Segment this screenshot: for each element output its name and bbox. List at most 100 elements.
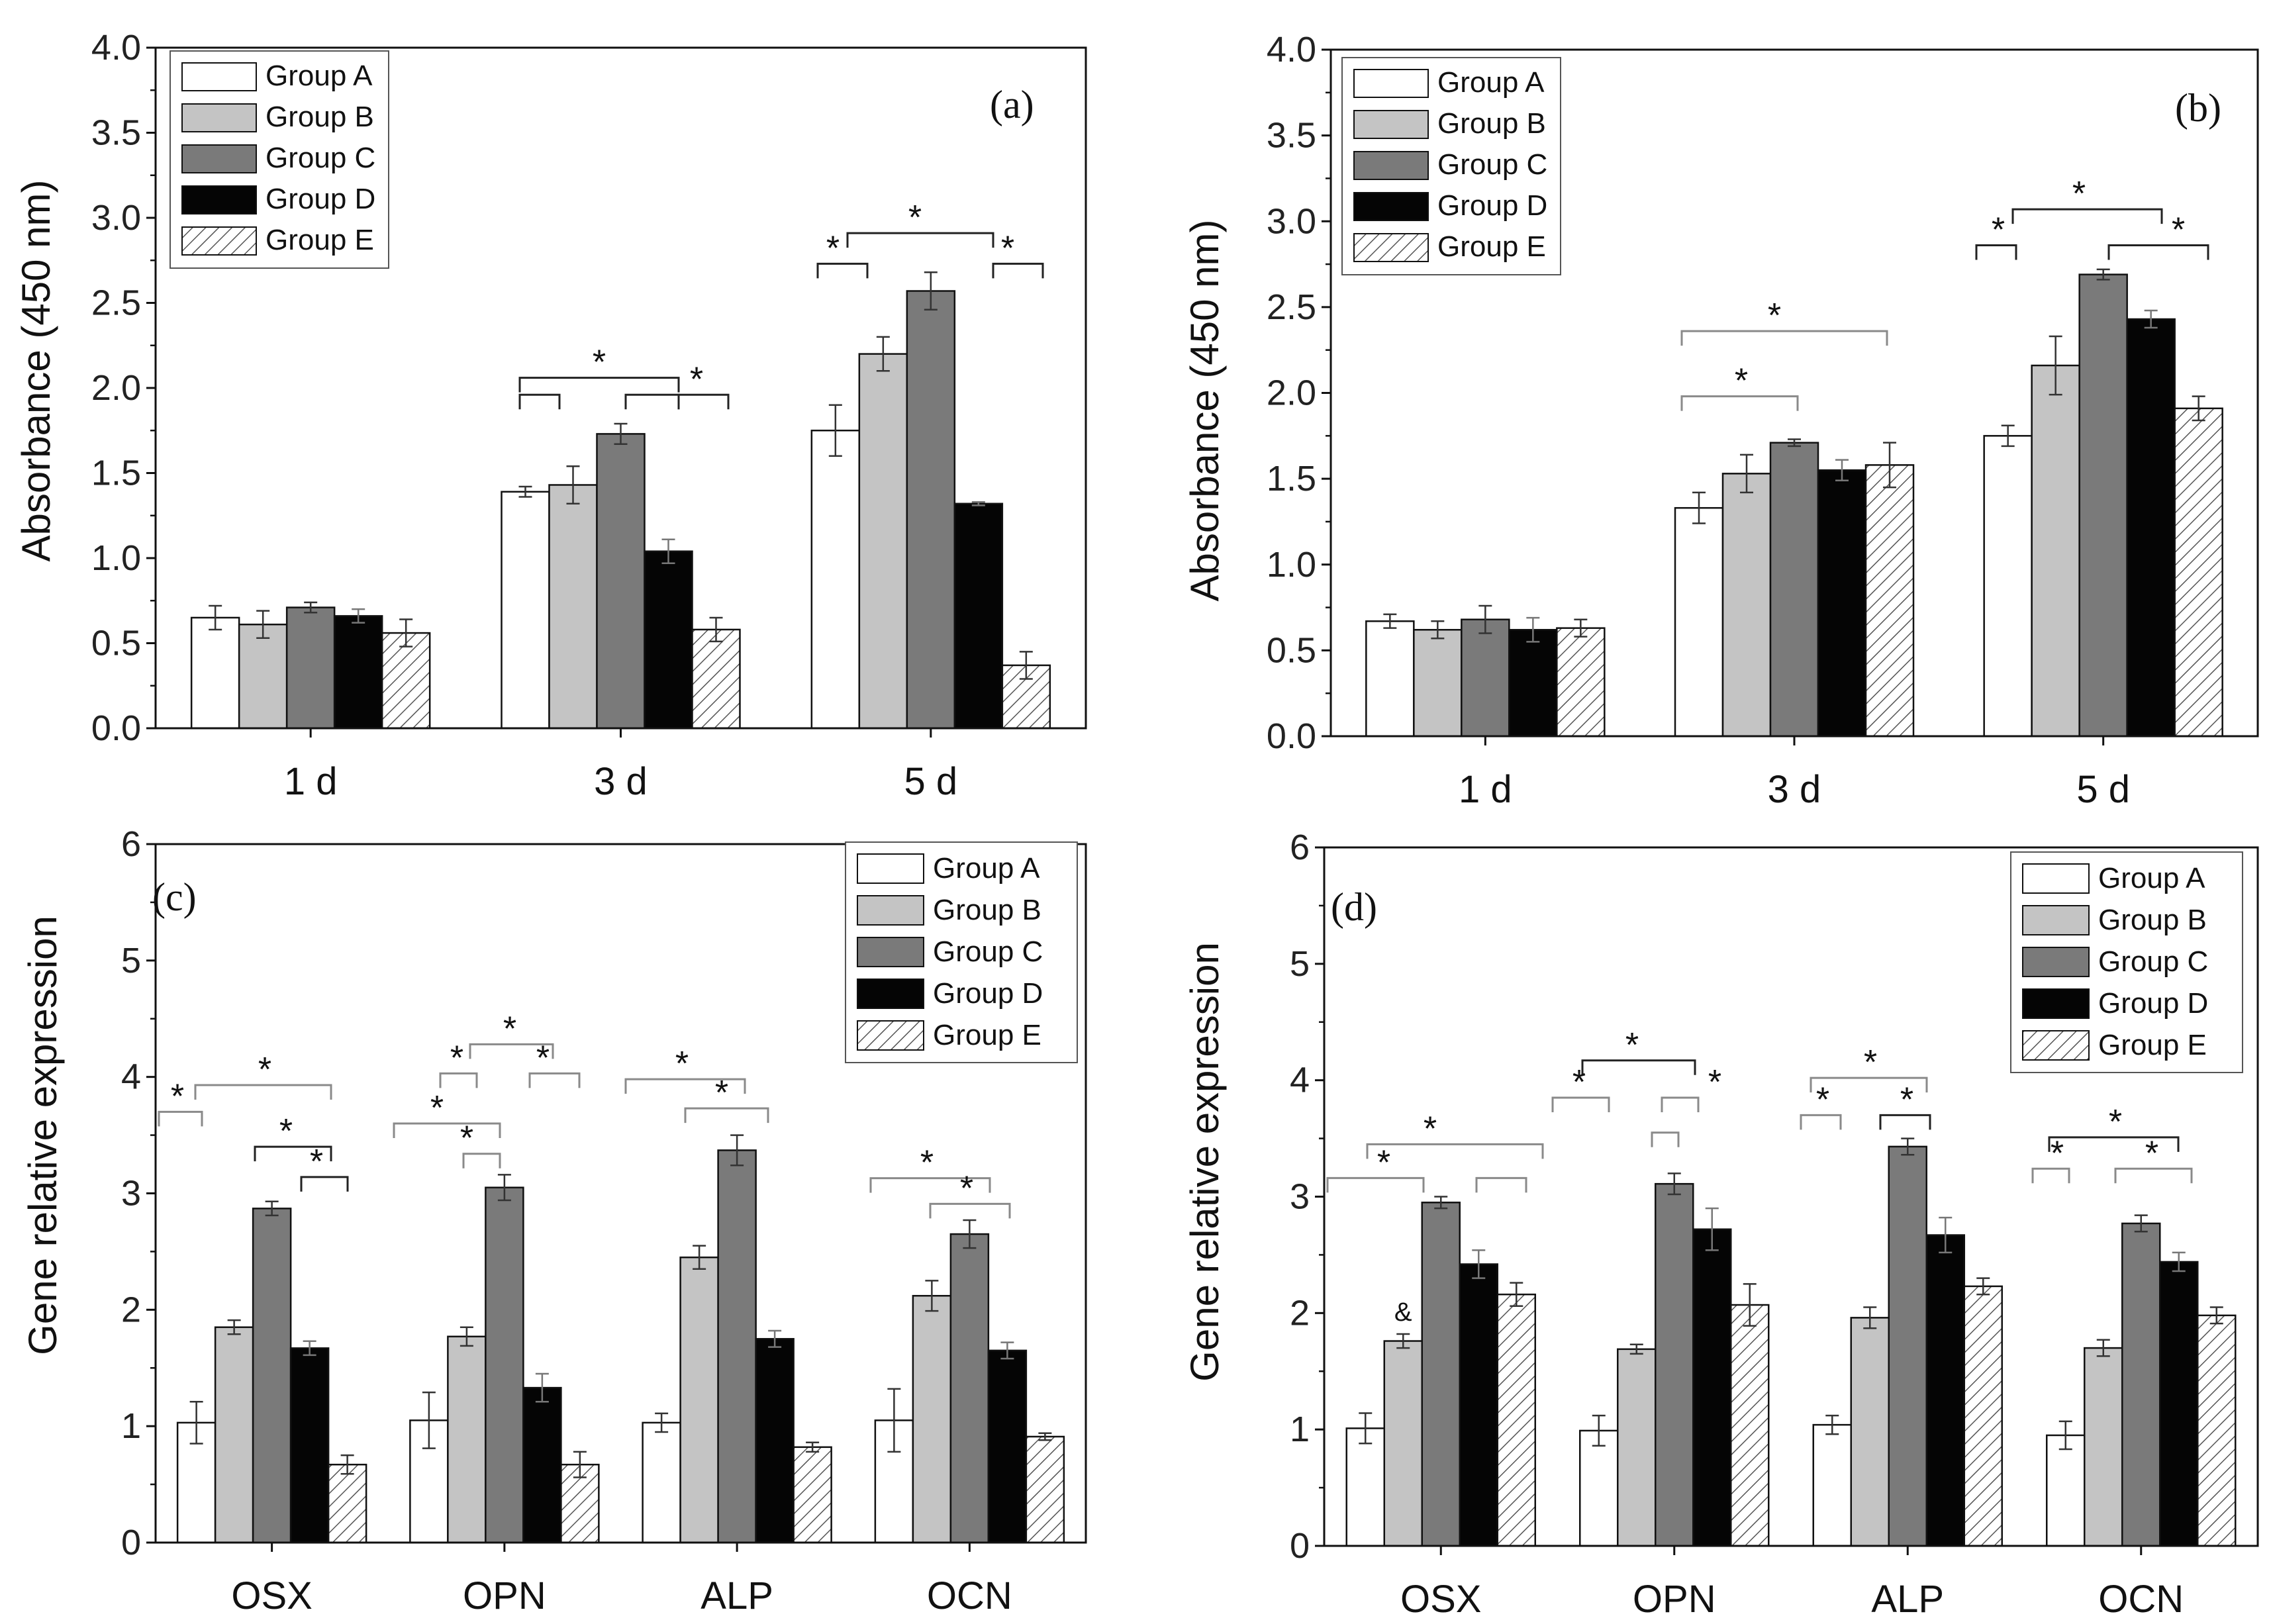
significance-bracket (254, 1145, 332, 1162)
legend-label-1: Group B (266, 101, 374, 133)
bar-group-e-2 (2174, 407, 2223, 738)
legend-swatch-1 (2022, 905, 2090, 935)
bar-group-e-3 (1025, 1435, 1065, 1544)
y-tick-label-3: 1.5 (1267, 459, 1316, 499)
significance-bracket (929, 1202, 1011, 1219)
x-tick-label-0: 1 d (1459, 768, 1512, 811)
bar-group-c-0 (1461, 618, 1510, 738)
bar-group-e-0 (1496, 1293, 1536, 1547)
significance-bracket (469, 1043, 554, 1059)
y-tick-label-4: 4 (1290, 1061, 1310, 1100)
y-tick-label-3: 1.5 (91, 454, 141, 493)
y-tick-label-0: 0 (1290, 1526, 1310, 1566)
bar-group-c-1 (485, 1186, 524, 1544)
x-tick-label-2: ALP (1871, 1578, 1944, 1621)
significance-bracket (194, 1084, 332, 1100)
panel-label-a: (a) (990, 83, 1034, 126)
special-marker: & (1394, 1298, 1412, 1327)
legend-swatch-3 (857, 979, 924, 1009)
bar-group-e-0 (327, 1463, 367, 1544)
y-tick-label-3: 3 (1290, 1177, 1310, 1217)
x-tick-label-1: 3 d (594, 760, 648, 803)
significance-bracket (2031, 1167, 2070, 1184)
bar-group-c-2 (1888, 1145, 1927, 1547)
bar-group-b-0 (1413, 629, 1463, 738)
significance-bracket (624, 1078, 746, 1094)
significance-star-7: * (430, 1089, 444, 1127)
legend-swatch-1 (181, 103, 257, 132)
significance-bracket (624, 393, 680, 410)
legend-label-0: Group A (1437, 66, 1545, 99)
bar-group-a-1 (501, 491, 550, 730)
y-tick-label-3: 3 (121, 1174, 141, 1214)
significance-bracket (1680, 330, 1888, 346)
legend-label-1: Group B (1437, 107, 1546, 140)
x-tick-label-1: 3 d (1768, 768, 1821, 811)
bar-group-e-1 (1730, 1304, 1770, 1547)
y-axis-title-b: Absorbance (450 nm) (1183, 220, 1227, 602)
legend-label-0: Group A (2098, 862, 2205, 894)
legend-swatch-3 (181, 185, 257, 215)
legend-swatch-0 (857, 853, 924, 884)
plot-area-b: 1 d 3 d 5 d 0.0 0.5 1.0 1.5 2.0 2.5 3.0 3.5 4.0 Grou… (1267, 30, 2259, 811)
bar-group-c-0 (1421, 1202, 1461, 1547)
significance-star-1: * (2172, 211, 2185, 250)
significance-bracket (1680, 395, 1799, 411)
bar-group-b-1 (548, 484, 598, 730)
bar-group-e-1 (1864, 464, 1915, 738)
legend-swatch-0 (2022, 863, 2090, 894)
bar-group-e-1 (691, 628, 741, 730)
y-tick-label-4: 2.0 (91, 368, 141, 408)
significance-bracket (1661, 1096, 1700, 1113)
legend-label-0: Group A (933, 852, 1040, 884)
significance-bracket (2107, 244, 2209, 260)
legend-swatch-2 (181, 144, 257, 173)
plot-area-c: OSX OPN ALP OCN 0 1 2 3 4 5 6 Group A Group B Group C… (121, 824, 1087, 1617)
y-tick-label-8: 4.0 (1267, 30, 1316, 70)
significance-bracket (158, 1110, 203, 1127)
significance-bracket (677, 393, 730, 410)
legend-swatch-0 (181, 62, 257, 91)
bar-group-b-1 (447, 1335, 487, 1544)
legend-label-4: Group E (933, 1019, 1041, 1051)
bar-group-b-0 (214, 1326, 254, 1544)
y-tick-label-6: 3.0 (1267, 201, 1316, 241)
legend-label-2: Group C (933, 935, 1043, 968)
bar-group-b-3 (912, 1294, 952, 1544)
legend-swatch-4 (181, 226, 257, 256)
bar-group-c-2 (717, 1149, 757, 1544)
significance-star-1: * (171, 1077, 184, 1116)
significance-bracket (2011, 208, 2163, 224)
significance-bracket (1475, 1176, 1527, 1193)
bar-group-b-2 (2031, 364, 2080, 738)
y-tick-label-1: 0.5 (91, 624, 141, 663)
bar-group-c-1 (1655, 1182, 1694, 1547)
bar-group-b-0 (1383, 1340, 1423, 1547)
panel-label-c: (c) (152, 875, 197, 919)
legend-swatch-2 (857, 937, 924, 967)
x-tick-label-0: OSX (1400, 1578, 1482, 1621)
legend-swatch-1 (1353, 110, 1429, 139)
significance-bracket (300, 1176, 349, 1192)
y-tick-label-7: 3.5 (1267, 116, 1316, 156)
significance-star-10: * (715, 1074, 728, 1112)
bar-group-d-0 (1459, 1263, 1498, 1547)
legend-label-2: Group C (2098, 945, 2208, 978)
significance-bracket (462, 1153, 501, 1169)
y-tick-label-0: 0.0 (1267, 716, 1316, 756)
bar-group-d-0 (333, 615, 383, 730)
significance-star-1: * (1377, 1143, 1390, 1182)
significance-bracket (1366, 1143, 1544, 1159)
x-tick-label-0: 1 d (284, 760, 338, 803)
bar-group-d-1 (1692, 1228, 1732, 1547)
bar-group-d-1 (1817, 469, 1867, 738)
y-axis-title-a: Absorbance (450 nm) (14, 180, 58, 562)
x-tick-label-2: 5 d (2076, 768, 2130, 811)
legend-swatch-4 (2022, 1030, 2090, 1061)
significance-bracket (2048, 1136, 2180, 1152)
bar-group-c-3 (2121, 1222, 2161, 1547)
bar-group-d-1 (522, 1386, 562, 1544)
